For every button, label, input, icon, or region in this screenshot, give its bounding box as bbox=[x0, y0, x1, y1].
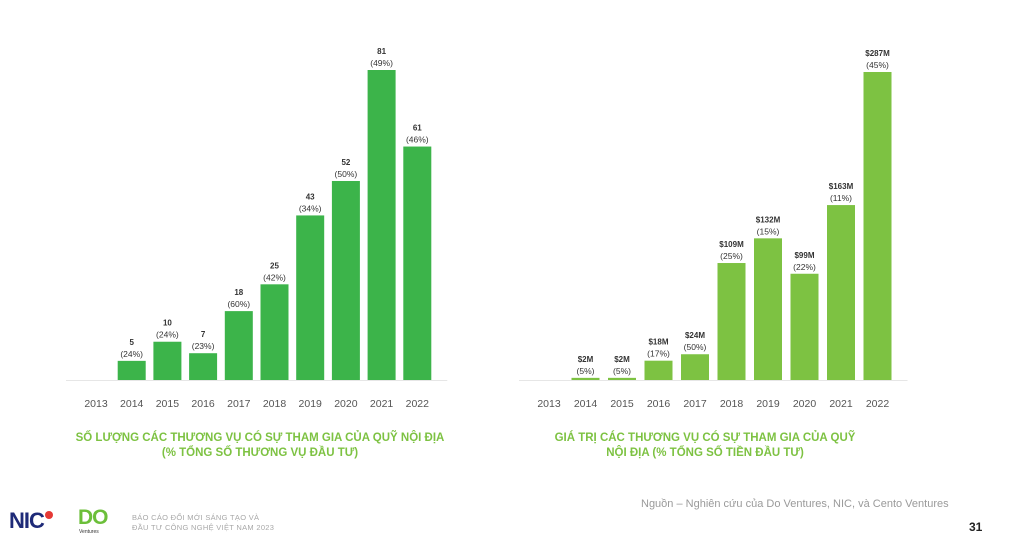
data-label-percent: (46%) bbox=[406, 135, 429, 145]
x-tick-label: 2016 bbox=[647, 398, 671, 410]
data-label-percent: (5%) bbox=[613, 366, 631, 376]
data-label-percent: (50%) bbox=[335, 169, 358, 179]
x-tick-label: 2013 bbox=[84, 398, 108, 410]
data-label-value: $132M bbox=[756, 215, 781, 224]
report-title-line-2: ĐẦU TƯ CÔNG NGHỆ VIỆT NAM 2023 bbox=[132, 523, 275, 532]
x-tick-label: 2016 bbox=[191, 398, 215, 410]
bar-2018 bbox=[260, 284, 289, 380]
data-label-value: $163M bbox=[829, 182, 854, 191]
x-tick-label: 2017 bbox=[683, 398, 707, 410]
bar-2022 bbox=[403, 146, 432, 380]
data-label-value: $287M bbox=[865, 49, 890, 58]
data-label-value: 25 bbox=[270, 261, 279, 270]
data-label-percent: (24%) bbox=[120, 349, 143, 359]
chart-1: 2013 2014 5 (24%) 2015 10 (24%) 2016 7 (23%) 2017 1… bbox=[66, 47, 448, 410]
data-label-value: $109M bbox=[719, 240, 744, 249]
x-tick-label: 2015 bbox=[156, 398, 180, 410]
chart-1-title-line-2: (% TỔNG SỐ THƯƠNG VỤ ĐẦU TƯ) bbox=[161, 447, 359, 459]
x-tick-label: 2020 bbox=[334, 398, 358, 410]
x-tick-label: 2019 bbox=[756, 398, 780, 410]
data-label-percent: (60%) bbox=[227, 299, 250, 309]
data-label-percent: (22%) bbox=[793, 262, 816, 272]
report-title-line-1: BÁO CÁO ĐỔI MỚI SÁNG TẠO VÀ bbox=[132, 513, 260, 522]
bar-2019 bbox=[296, 215, 325, 380]
chart-2: 2013 2014 $2M (5%) 2015 $2M (5%) 2016 $18M (17%) 2… bbox=[519, 49, 908, 410]
bar-2014 bbox=[117, 360, 146, 380]
x-tick-label: 2014 bbox=[120, 398, 144, 410]
x-tick-label: 2022 bbox=[406, 398, 430, 410]
x-tick-label: 2019 bbox=[299, 398, 323, 410]
data-label-value: 18 bbox=[234, 288, 243, 297]
chart-2-title-line-2: NỘI ĐỊA (% TỔNG SỐ TIỀN ĐẦU TƯ) bbox=[606, 447, 804, 459]
bar-2016 bbox=[189, 353, 218, 380]
bar-2017 bbox=[224, 311, 253, 380]
bar-2014 bbox=[571, 377, 600, 380]
data-label-value: 52 bbox=[341, 158, 350, 167]
do-ventures-logo-sub: Ventures bbox=[79, 529, 99, 535]
x-tick-label: 2018 bbox=[263, 398, 287, 410]
x-tick-label: 2015 bbox=[610, 398, 634, 410]
data-label-percent: (23%) bbox=[192, 341, 215, 351]
bar-2021 bbox=[367, 70, 396, 380]
bar-2018 bbox=[717, 263, 746, 380]
chart-2-caption: GIÁ TRỊ CÁC THƯƠNG VỤ CÓ SỰ THAM GIA CỦA… bbox=[540, 431, 870, 461]
data-label-value: $2M bbox=[614, 355, 630, 364]
x-tick-label: 2021 bbox=[370, 398, 394, 410]
do-ventures-logo: DO bbox=[78, 506, 108, 529]
data-label-value: 81 bbox=[377, 47, 386, 56]
page-number: 31 bbox=[969, 520, 983, 534]
data-label-percent: (5%) bbox=[577, 366, 595, 376]
x-tick-label: 2014 bbox=[574, 398, 598, 410]
data-label-percent: (34%) bbox=[299, 203, 322, 213]
bar-2021 bbox=[827, 205, 855, 380]
bar-2017 bbox=[681, 354, 709, 380]
chart-1-caption: SỐ LƯỢNG CÁC THƯƠNG VỤ CÓ SỰ THAM GIA CỦ… bbox=[60, 431, 460, 461]
chart-2-title-line-1: GIÁ TRỊ CÁC THƯƠNG VỤ CÓ SỰ THAM GIA CỦA… bbox=[554, 432, 856, 444]
nic-logo-dot bbox=[45, 511, 53, 519]
x-tick-label: 2017 bbox=[227, 398, 251, 410]
nic-logo: NIC bbox=[9, 508, 45, 533]
x-tick-label: 2013 bbox=[537, 398, 561, 410]
data-label-percent: (15%) bbox=[757, 226, 780, 236]
data-label-percent: (42%) bbox=[263, 272, 286, 282]
data-label-value: 7 bbox=[201, 330, 206, 339]
x-tick-label: 2020 bbox=[793, 398, 817, 410]
data-label-percent: (50%) bbox=[684, 342, 707, 352]
data-label-value: $99M bbox=[794, 251, 814, 260]
data-label-value: 61 bbox=[413, 124, 422, 133]
data-label-value: 10 bbox=[163, 319, 172, 328]
data-label-value: $2M bbox=[578, 355, 594, 364]
data-label-percent: (24%) bbox=[156, 330, 179, 340]
bar-2016 bbox=[644, 360, 673, 380]
report-title: BÁO CÁO ĐỔI MỚI SÁNG TẠO VÀ ĐẦU TƯ CÔNG … bbox=[132, 513, 274, 533]
bar-2020 bbox=[790, 273, 819, 380]
bar-2015 bbox=[153, 341, 182, 380]
bar-2019 bbox=[754, 238, 782, 380]
data-label-percent: (17%) bbox=[647, 349, 670, 359]
bar-2015 bbox=[608, 377, 636, 380]
x-tick-label: 2021 bbox=[829, 398, 853, 410]
x-tick-label: 2018 bbox=[720, 398, 744, 410]
data-label-value: $24M bbox=[685, 331, 705, 340]
data-label-percent: (45%) bbox=[866, 60, 889, 70]
data-label-percent: (11%) bbox=[830, 193, 852, 203]
data-label-value: $18M bbox=[648, 338, 668, 347]
bar-2022 bbox=[863, 72, 892, 380]
x-tick-label: 2022 bbox=[866, 398, 890, 410]
data-label-value: 5 bbox=[129, 338, 134, 347]
source-note: Nguồn – Nghiên cứu của Do Ventures, NIC,… bbox=[641, 498, 949, 510]
data-label-value: 43 bbox=[306, 192, 315, 201]
data-label-percent: (25%) bbox=[720, 251, 743, 261]
data-label-percent: (49%) bbox=[370, 58, 393, 68]
chart-1-title-line-1: SỐ LƯỢNG CÁC THƯƠNG VỤ CÓ SỰ THAM GIA CỦ… bbox=[75, 432, 445, 444]
bar-2020 bbox=[331, 180, 360, 380]
